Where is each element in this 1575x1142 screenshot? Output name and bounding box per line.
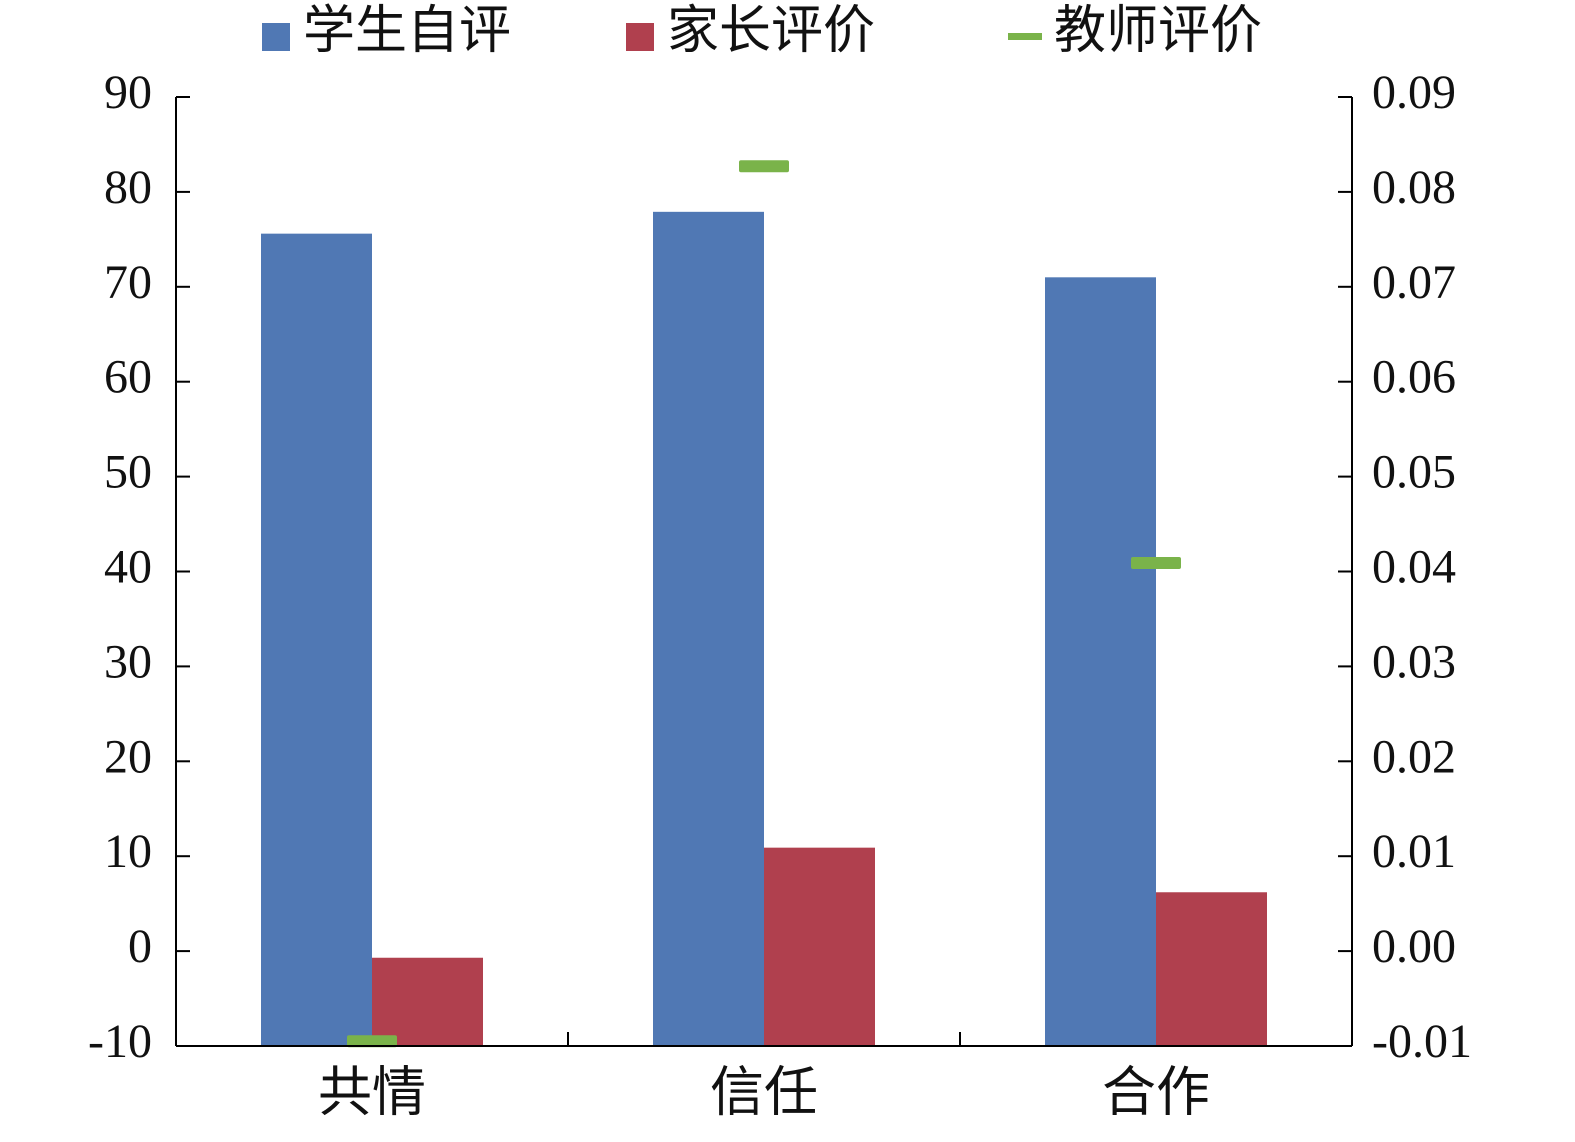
x-tick-label: 合作 [1102, 1062, 1210, 1122]
bar [1156, 892, 1267, 1046]
y-tick-label: 90 [104, 66, 152, 119]
marker [1131, 556, 1181, 569]
y2-tick-label: 0.05 [1372, 446, 1456, 499]
bar [764, 847, 875, 1046]
y-tick-label: 30 [104, 635, 152, 688]
y-tick-label: 60 [104, 351, 152, 404]
bar [653, 211, 764, 1047]
bar [261, 233, 372, 1046]
y2-tick-label: 0.08 [1372, 161, 1456, 214]
y-tick-label: 70 [104, 256, 152, 309]
legend-swatch [626, 23, 654, 51]
legend-label: 教师评价 [1054, 3, 1262, 60]
y2-tick-label: 0.07 [1372, 256, 1456, 309]
y-tick-label: -10 [88, 1015, 152, 1068]
marker [347, 1035, 397, 1048]
bar [1045, 277, 1156, 1046]
y-tick-label: 80 [104, 161, 152, 214]
y2-tick-label: 0.06 [1372, 351, 1456, 404]
legend-label: 学生自评 [303, 3, 511, 60]
x-tick-label: 信任 [710, 1062, 818, 1122]
y2-tick-label: 0.01 [1372, 825, 1456, 878]
y-tick-label: 10 [104, 825, 152, 878]
legend-label: 家长评价 [667, 3, 875, 60]
y2-tick-label: 0.02 [1372, 730, 1456, 783]
y2-tick-label: 0.00 [1372, 920, 1456, 973]
bar [372, 957, 483, 1046]
legend-swatch [1008, 33, 1042, 40]
y-tick-label: 50 [104, 446, 152, 499]
y2-tick-label: -0.01 [1372, 1015, 1472, 1068]
y-tick-label: 20 [104, 730, 152, 783]
legend-swatch [262, 23, 290, 51]
marker [739, 160, 789, 173]
y2-tick-label: 0.03 [1372, 635, 1456, 688]
y-tick-label: 0 [128, 920, 152, 973]
x-tick-label: 共情 [318, 1062, 426, 1122]
y-tick-label: 40 [104, 541, 152, 594]
y2-tick-label: 0.09 [1372, 66, 1456, 119]
y2-tick-label: 0.04 [1372, 541, 1456, 594]
